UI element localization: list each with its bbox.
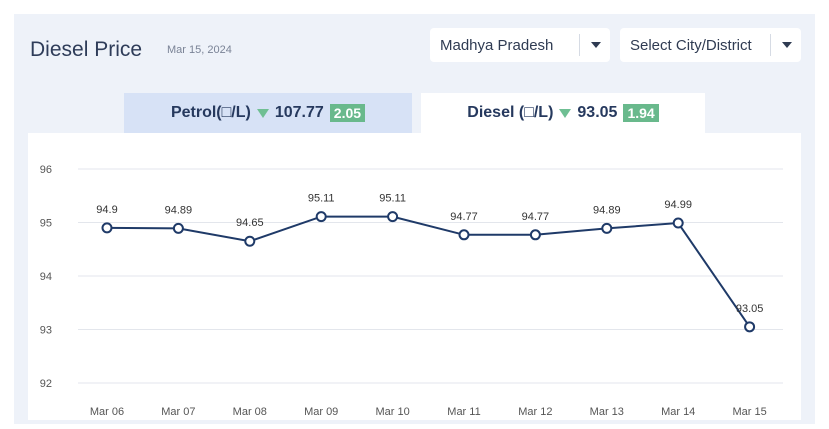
tab-diesel-change-badge: 1.94 (623, 104, 659, 122)
data-point (315, 211, 327, 223)
x-tick-label: Mar 12 (518, 406, 552, 418)
chevron-down-icon[interactable] (591, 42, 601, 48)
x-tick-label: Mar 15 (732, 406, 766, 418)
x-tick-label: Mar 11 (447, 406, 480, 418)
chevron-down-icon[interactable] (782, 42, 792, 48)
page-title: Diesel Price (30, 38, 143, 61)
price-chart: 92 93 94 95 96 Mar 06 Mar 07 Mar 08 Mar 09 Mar 10… (28, 133, 801, 420)
y-tick-label: 93 (40, 325, 52, 337)
data-point (244, 235, 256, 247)
series-line (106, 215, 751, 328)
data-point (458, 229, 470, 241)
tab-diesel-label: Diesel (□/L) (467, 104, 554, 121)
y-tick-label: 92 (40, 378, 52, 390)
data-label: 94.89 (593, 204, 621, 216)
city-select-value: Select City/District (630, 37, 752, 54)
x-tick-label: Mar 09 (304, 406, 338, 418)
tab-diesel[interactable]: Diesel (□/L) 93.05 1.94 (421, 93, 705, 133)
price-date: Mar 15, 2024 (167, 44, 232, 56)
data-label: 94.99 (664, 199, 692, 211)
price-down-icon (256, 108, 269, 118)
data-point (744, 321, 756, 333)
diesel-price-card: Diesel Price Mar 15, 2024 Madhya Pradesh… (14, 14, 815, 424)
x-tick-label: Mar 13 (590, 406, 624, 418)
data-point (387, 211, 399, 223)
data-point (529, 229, 541, 241)
y-tick-label: 96 (40, 164, 52, 176)
x-tick-label: Mar 06 (90, 406, 124, 418)
data-label: 94.9 (96, 204, 117, 216)
state-select[interactable]: Madhya Pradesh (430, 28, 610, 62)
data-label: 94.77 (522, 211, 550, 223)
tab-petrol-change-badge: 2.05 (329, 104, 366, 122)
tab-diesel-price: 93.05 (577, 104, 618, 121)
y-tick-label: 95 (40, 218, 52, 230)
tab-petrol[interactable]: Petrol(□/L) 107.77 2.05 (124, 93, 412, 133)
select-divider (579, 34, 580, 56)
x-tick-label: Mar 10 (375, 406, 409, 418)
data-label: 94.65 (236, 217, 264, 229)
tab-petrol-label: Petrol(□/L) (170, 104, 251, 121)
data-point (672, 217, 684, 229)
data-point (601, 222, 613, 234)
x-tick-label: Mar 08 (233, 406, 267, 418)
tab-petrol-price: 107.77 (274, 104, 324, 121)
price-line-chart: 92 93 94 95 96 Mar 06 Mar 07 Mar 08 Mar 09 Mar 10… (40, 164, 783, 418)
data-label: 93.05 (736, 303, 764, 315)
data-label: 94.77 (450, 211, 478, 223)
data-label: 95.11 (308, 193, 335, 205)
x-tick-label: Mar 14 (661, 406, 695, 418)
state-select-value: Madhya Pradesh (440, 37, 554, 54)
x-tick-label: Mar 07 (161, 406, 195, 418)
price-down-icon (559, 108, 572, 118)
data-point (172, 222, 184, 234)
data-point (101, 222, 113, 234)
city-select[interactable]: Select City/District (620, 28, 801, 62)
select-divider (770, 34, 771, 56)
data-label: 95.11 (379, 193, 406, 205)
data-label: 94.89 (165, 204, 193, 216)
y-tick-label: 94 (40, 271, 52, 283)
